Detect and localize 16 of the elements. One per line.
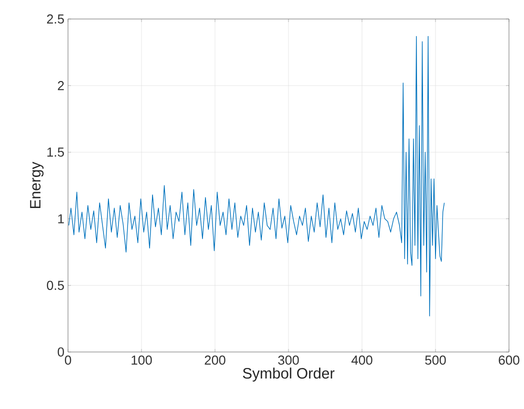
- y-tick-label: 1: [58, 214, 64, 224]
- y-tick-label: 2: [58, 81, 64, 90]
- y-tick-label: 0.5: [46, 280, 64, 290]
- y-tick-label: 2.5: [47, 14, 64, 24]
- y-axis-title: Energy: [30, 162, 44, 208]
- x-tick-label: 300: [278, 356, 299, 365]
- x-tick-label: 0: [64, 356, 72, 365]
- line-series: [68, 36, 445, 316]
- x-tick-label: 500: [425, 356, 446, 365]
- x-tick-label: 600: [498, 356, 520, 365]
- x-axis-title: Symbol Order: [242, 368, 334, 382]
- x-tick-label: 200: [204, 356, 226, 365]
- x-tick-label: 100: [132, 356, 152, 365]
- y-tick-label: 0: [58, 347, 64, 357]
- y-tick-label: 1.5: [47, 148, 64, 157]
- x-tick-label: 400: [351, 356, 372, 365]
